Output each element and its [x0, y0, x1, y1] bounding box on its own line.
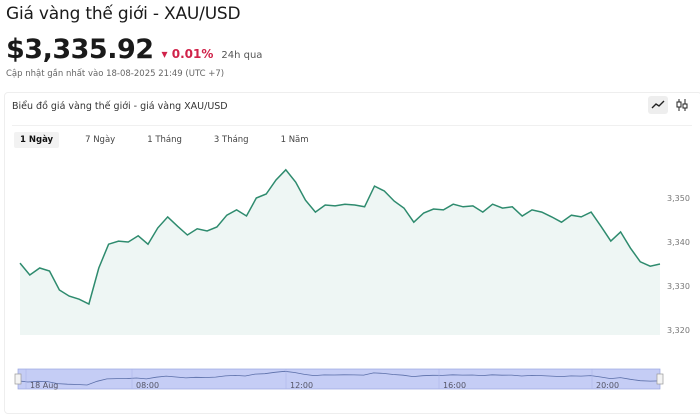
current-price: $3,335.92 [6, 34, 154, 65]
page-title: Giá vàng thế giới - XAU/USD [6, 4, 241, 24]
tab-1-day[interactable]: 1 Ngày [14, 132, 60, 148]
price-chart[interactable]: 3,350 3,340 3,330 3,320 18 Aug 08:00 12:00 16:0… [0, 0, 700, 400]
divider [12, 125, 692, 126]
price-line [19, 168, 661, 306]
y-tick-label: 3,350 [667, 194, 690, 203]
navigator-handle[interactable] [656, 373, 664, 385]
navigator-label: 18 Aug [30, 381, 58, 390]
tab-3-months[interactable]: 3 Tháng [213, 135, 249, 145]
navigator-label: 12:00 [290, 381, 313, 390]
candlestick-button[interactable] [672, 96, 692, 114]
change-period: 24h qua [221, 50, 263, 61]
tab-7-days[interactable]: 7 Ngày [85, 135, 116, 145]
navigator-handle[interactable] [14, 373, 22, 385]
navigator-label: 08:00 [136, 381, 159, 390]
line-chart-button[interactable] [648, 96, 668, 114]
price-row: $3,335.92 ▾ 0.01% 24h qua [6, 34, 262, 65]
y-tick-label: 3,340 [667, 238, 690, 247]
y-tick-label: 3,330 [667, 282, 690, 291]
down-arrow-icon: ▾ [161, 47, 172, 61]
price-change: ▾ 0.01% [161, 47, 214, 61]
tab-1-month[interactable]: 1 Tháng [147, 135, 182, 145]
candlestick-icon [676, 99, 688, 111]
chart-title: Biểu đồ giá vàng thế giới - giá vàng XAU… [12, 101, 228, 112]
navigator-line [17, 370, 661, 386]
tab-1-year[interactable]: 1 Năm [280, 135, 309, 145]
y-tick-label: 3,320 [667, 326, 690, 335]
navigator-label: 20:00 [596, 381, 619, 390]
navigator-label: 16:00 [443, 381, 466, 390]
line-chart-icon [651, 100, 665, 109]
price-area [20, 169, 660, 335]
last-updated: Cập nhật gần nhất vào 18-08-2025 21:49 (… [6, 69, 225, 79]
